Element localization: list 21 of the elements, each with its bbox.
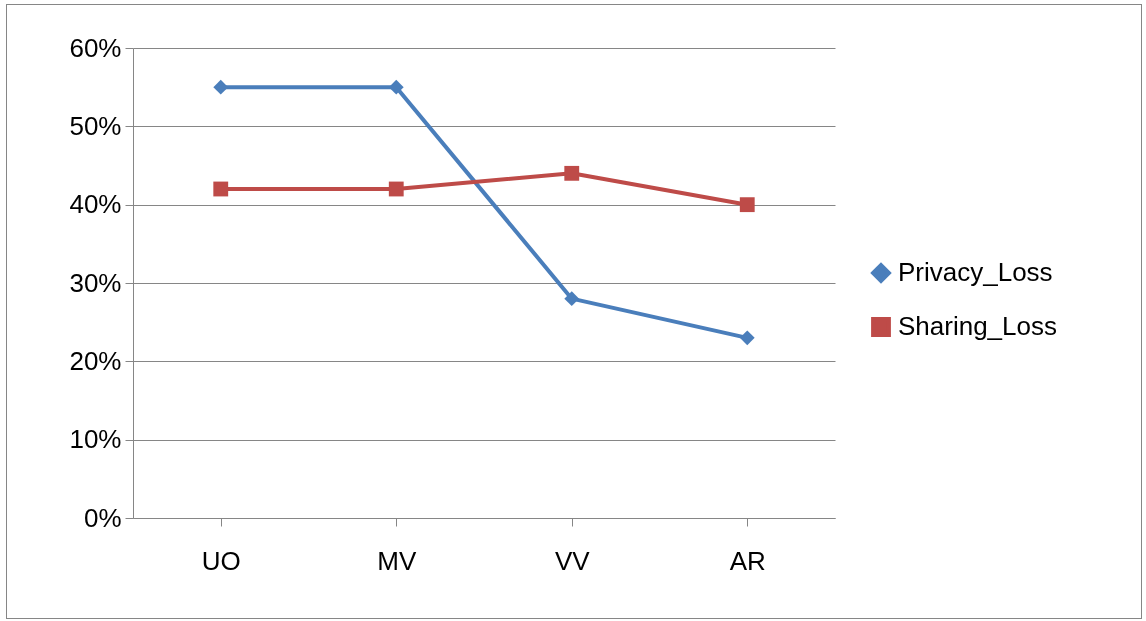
point (739, 330, 755, 346)
legend-label: Privacy_Loss (898, 257, 1053, 287)
x-tick-label: VV (554, 545, 591, 576)
point (213, 181, 229, 197)
y-tick-label: 10% (69, 424, 122, 455)
y-tick-label: 30% (69, 267, 122, 298)
point (388, 79, 404, 95)
point (213, 79, 229, 95)
y-tick-label: 50% (69, 110, 122, 141)
y-tick-label: 0% (83, 502, 122, 533)
point (564, 291, 580, 307)
point (564, 165, 580, 181)
x-tick-label: MV (377, 545, 417, 576)
y-tick-label: 60% (69, 32, 122, 63)
x-tick-label: UO (201, 545, 241, 576)
point (388, 181, 404, 197)
x-tick-label: AR (729, 545, 766, 576)
y-tick-label: 40% (69, 189, 122, 220)
y-tick-label: 20% (69, 345, 122, 376)
point (739, 197, 755, 213)
legend-label: Sharing_Loss (898, 311, 1057, 341)
